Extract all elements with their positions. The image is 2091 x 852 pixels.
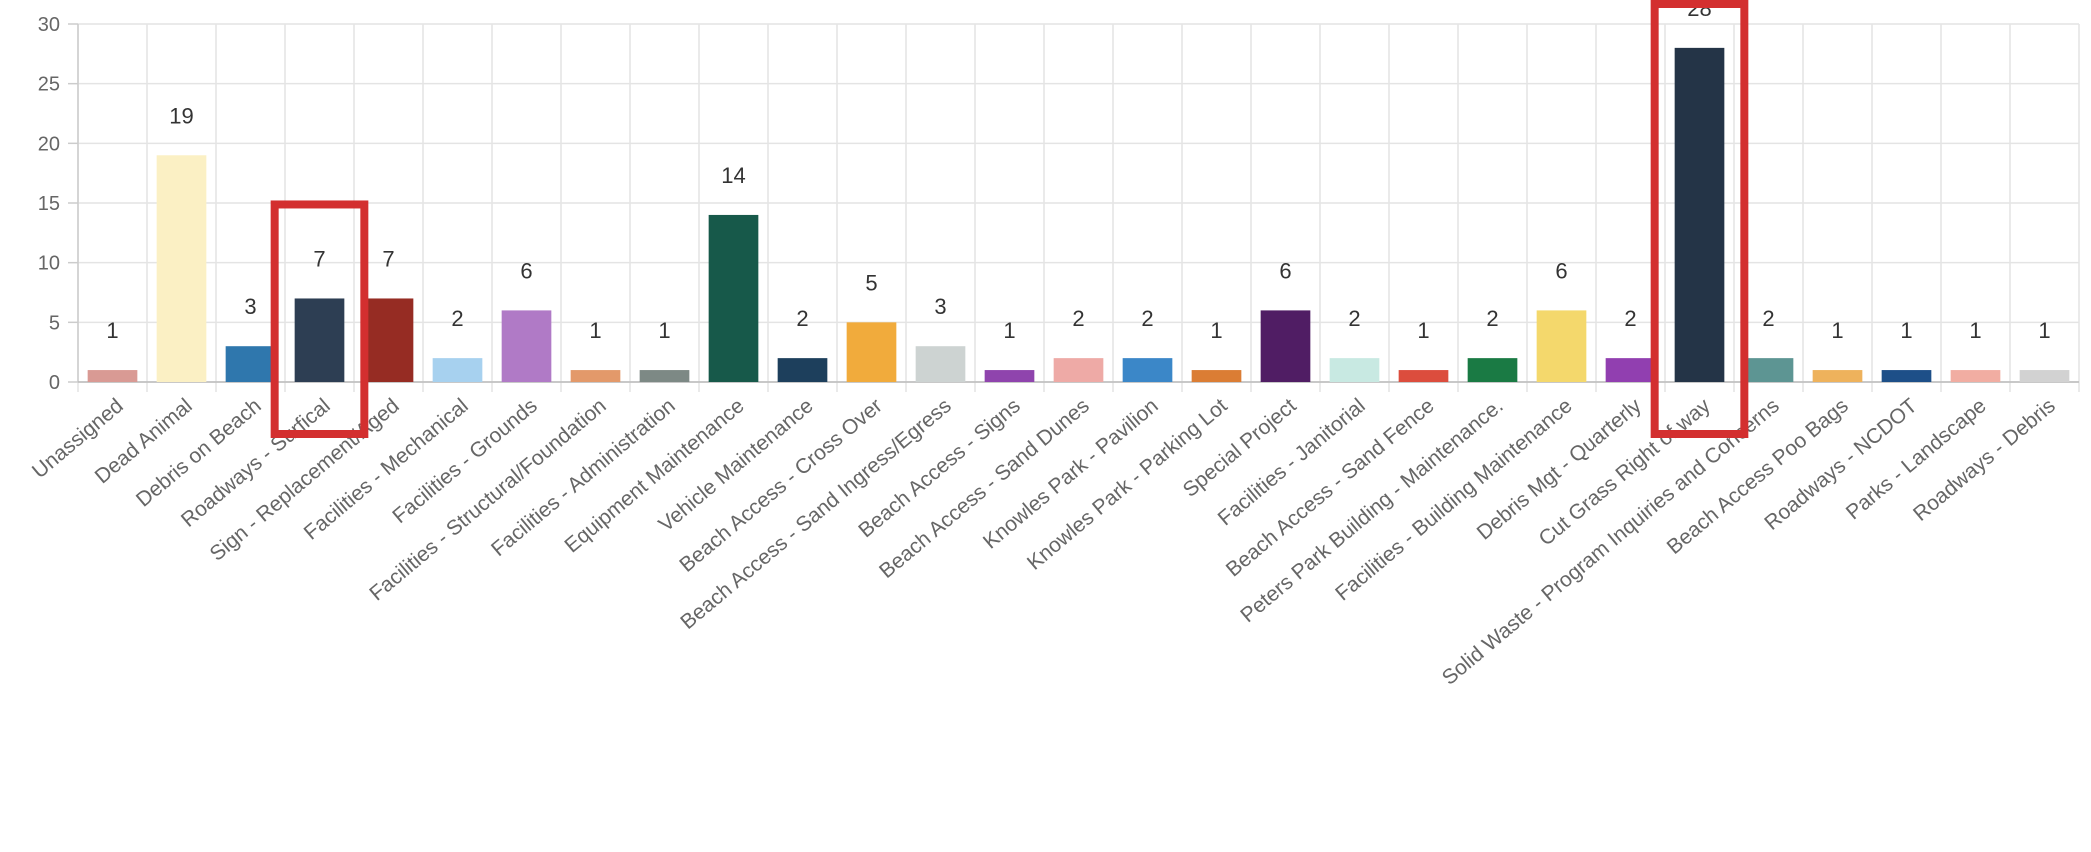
data-label: 6 xyxy=(520,258,532,283)
highlight-box xyxy=(1650,0,1749,438)
data-label: 19 xyxy=(169,103,193,128)
y-tick-label: 20 xyxy=(38,133,60,155)
bar xyxy=(1674,47,1725,382)
bar xyxy=(363,298,414,382)
data-label: 2 xyxy=(451,306,463,331)
bar xyxy=(501,310,552,382)
bar xyxy=(1260,310,1311,382)
bar xyxy=(225,346,276,382)
bar xyxy=(1329,358,1380,382)
data-label: 2 xyxy=(1486,306,1498,331)
data-label: 7 xyxy=(313,246,325,271)
data-label: 7 xyxy=(382,246,394,271)
bar xyxy=(984,370,1035,382)
bar xyxy=(777,358,828,382)
bar xyxy=(294,298,345,382)
data-label: 2 xyxy=(1762,306,1774,331)
bar xyxy=(1053,358,1104,382)
data-label: 1 xyxy=(589,318,601,343)
data-label: 1 xyxy=(2038,318,2050,343)
data-label: 1 xyxy=(106,318,118,343)
bar xyxy=(2019,370,2070,382)
data-label: 2 xyxy=(1624,306,1636,331)
bar xyxy=(1467,358,1518,382)
y-tick-label: 10 xyxy=(38,253,60,275)
data-label: 1 xyxy=(1210,318,1222,343)
highlight-box xyxy=(270,200,369,438)
data-label: 6 xyxy=(1555,258,1567,283)
data-label: 2 xyxy=(1141,306,1153,331)
bar xyxy=(432,358,483,382)
bar xyxy=(1881,370,1932,382)
bar xyxy=(1191,370,1242,382)
y-tick-label: 15 xyxy=(38,193,60,215)
bar xyxy=(1950,370,2001,382)
data-label: 1 xyxy=(1900,318,1912,343)
bar xyxy=(1398,370,1449,382)
data-label: 6 xyxy=(1279,258,1291,283)
bar xyxy=(1812,370,1863,382)
data-label: 14 xyxy=(721,163,745,188)
data-label: 1 xyxy=(1969,318,1981,343)
data-label: 1 xyxy=(1003,318,1015,343)
bar xyxy=(639,370,690,382)
bar xyxy=(846,322,897,382)
bar xyxy=(708,214,759,382)
bar xyxy=(87,370,138,382)
data-label: 2 xyxy=(1072,306,1084,331)
x-tick-label: Debris on Beach xyxy=(132,394,266,511)
bar xyxy=(915,346,966,382)
bars xyxy=(87,47,2070,382)
y-tick-label: 25 xyxy=(38,74,60,96)
data-label: 1 xyxy=(1831,318,1843,343)
data-label: 3 xyxy=(244,294,256,319)
y-tick-label: 5 xyxy=(49,312,60,334)
y-tick-label: 0 xyxy=(49,372,60,394)
data-label: 1 xyxy=(1417,318,1429,343)
bar xyxy=(156,155,207,382)
highlight-boxes xyxy=(270,0,1749,438)
grid xyxy=(77,23,2080,392)
bar xyxy=(1122,358,1173,382)
y-tick-label: 30 xyxy=(38,14,60,36)
bar xyxy=(1536,310,1587,382)
bar xyxy=(1605,358,1656,382)
bar xyxy=(1743,358,1794,382)
data-label: 5 xyxy=(865,270,877,295)
bar xyxy=(570,370,621,382)
data-label: 1 xyxy=(658,318,670,343)
data-label: 2 xyxy=(796,306,808,331)
data-label: 2 xyxy=(1348,306,1360,331)
data-label: 3 xyxy=(934,294,946,319)
